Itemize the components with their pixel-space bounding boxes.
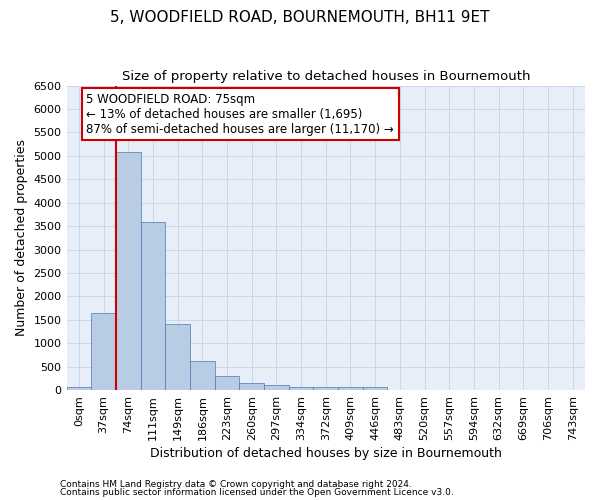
Text: 5, WOODFIELD ROAD, BOURNEMOUTH, BH11 9ET: 5, WOODFIELD ROAD, BOURNEMOUTH, BH11 9ET [110,10,490,25]
X-axis label: Distribution of detached houses by size in Bournemouth: Distribution of detached houses by size … [150,447,502,460]
Bar [91,313,116,390]
Bar [289,386,313,390]
Bar [313,388,338,390]
Text: 5 WOODFIELD ROAD: 75sqm
← 13% of detached houses are smaller (1,695)
87% of semi: 5 WOODFIELD ROAD: 75sqm ← 13% of detache… [86,92,394,136]
Text: Contains HM Land Registry data © Crown copyright and database right 2024.: Contains HM Land Registry data © Crown c… [60,480,412,489]
Bar [165,324,190,390]
Bar [239,384,264,390]
Bar [116,152,140,390]
Y-axis label: Number of detached properties: Number of detached properties [15,140,28,336]
Text: Contains public sector information licensed under the Open Government Licence v3: Contains public sector information licen… [60,488,454,497]
Bar [67,386,91,390]
Bar [190,361,215,390]
Title: Size of property relative to detached houses in Bournemouth: Size of property relative to detached ho… [122,70,530,83]
Bar [215,376,239,390]
Bar [338,388,363,390]
Bar [140,222,165,390]
Bar [264,384,289,390]
Bar [363,388,388,390]
